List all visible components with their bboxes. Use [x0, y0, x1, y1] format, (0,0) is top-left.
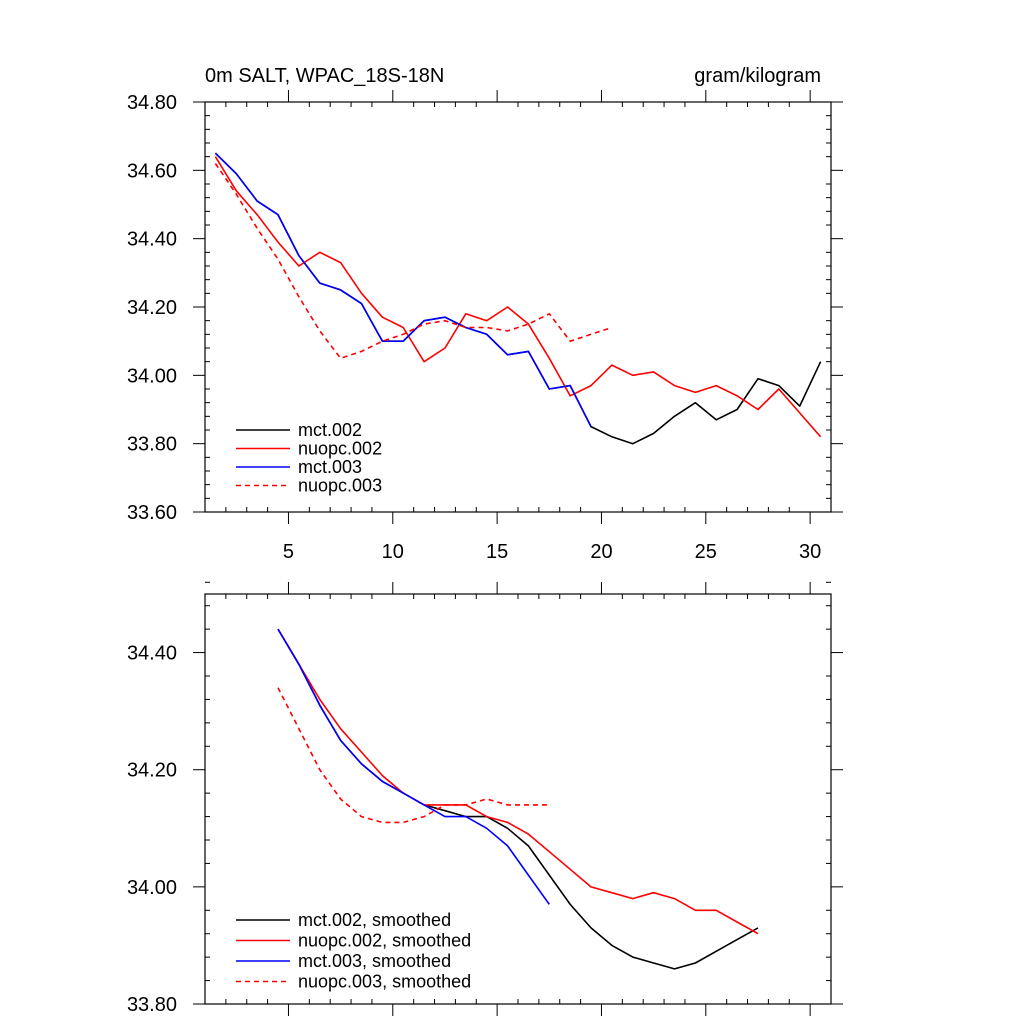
legend-label: nuopc.002 — [298, 439, 382, 459]
y-tick-label: 34.40 — [127, 229, 177, 251]
x-tick-label: 20 — [590, 541, 612, 563]
legend-label: mct.002, smoothed — [298, 910, 451, 930]
x-tick-label: 10 — [382, 541, 404, 563]
y-tick-label: 33.80 — [127, 434, 177, 456]
series-line-mct-003 — [214, 152, 592, 427]
legend-label: mct.003, smoothed — [298, 951, 451, 971]
x-tick-label: 30 — [799, 541, 821, 563]
top-panel: 5 10 15 20 25 30 33.60 33.80 34.00 34.20 34.40 34.6… — [127, 65, 843, 563]
y-tick-label: 34.20 — [127, 760, 177, 782]
series-line-nuopc-003 — [214, 163, 613, 360]
series-line-mct-003-smoothed — [277, 628, 550, 905]
x-tick-label: 5 — [283, 541, 294, 563]
units-label: gram/kilogram — [694, 65, 821, 87]
y-tick-label: 34.20 — [127, 297, 177, 319]
y-tick-label: 34.40 — [127, 643, 177, 665]
legend-label: nuopc.003, smoothed — [298, 972, 471, 992]
series-line-mct-002 — [214, 152, 822, 445]
legend-label: nuopc.003 — [298, 476, 382, 496]
series-line-nuopc-002-smoothed — [277, 628, 759, 935]
legend-label: nuopc.002, smoothed — [298, 931, 471, 951]
y-tick-label: 33.60 — [127, 502, 177, 524]
y-tick-label: 34.00 — [127, 365, 177, 387]
chart-title: 0m SALT, WPAC_18S-18N — [205, 65, 444, 87]
y-tick-label: 34.60 — [127, 160, 177, 182]
y-tick-label: 34.00 — [127, 877, 177, 899]
x-tick-label: 25 — [695, 541, 717, 563]
series-line-nuopc-002 — [214, 156, 822, 438]
legend-label: mct.003 — [298, 457, 362, 477]
y-tick-label: 33.80 — [127, 994, 177, 1016]
y-tick-label: 34.80 — [127, 92, 177, 114]
legend-label: mct.002 — [298, 420, 362, 440]
series-line-nuopc-003-smoothed — [277, 687, 550, 824]
x-tick-label: 15 — [486, 541, 508, 563]
